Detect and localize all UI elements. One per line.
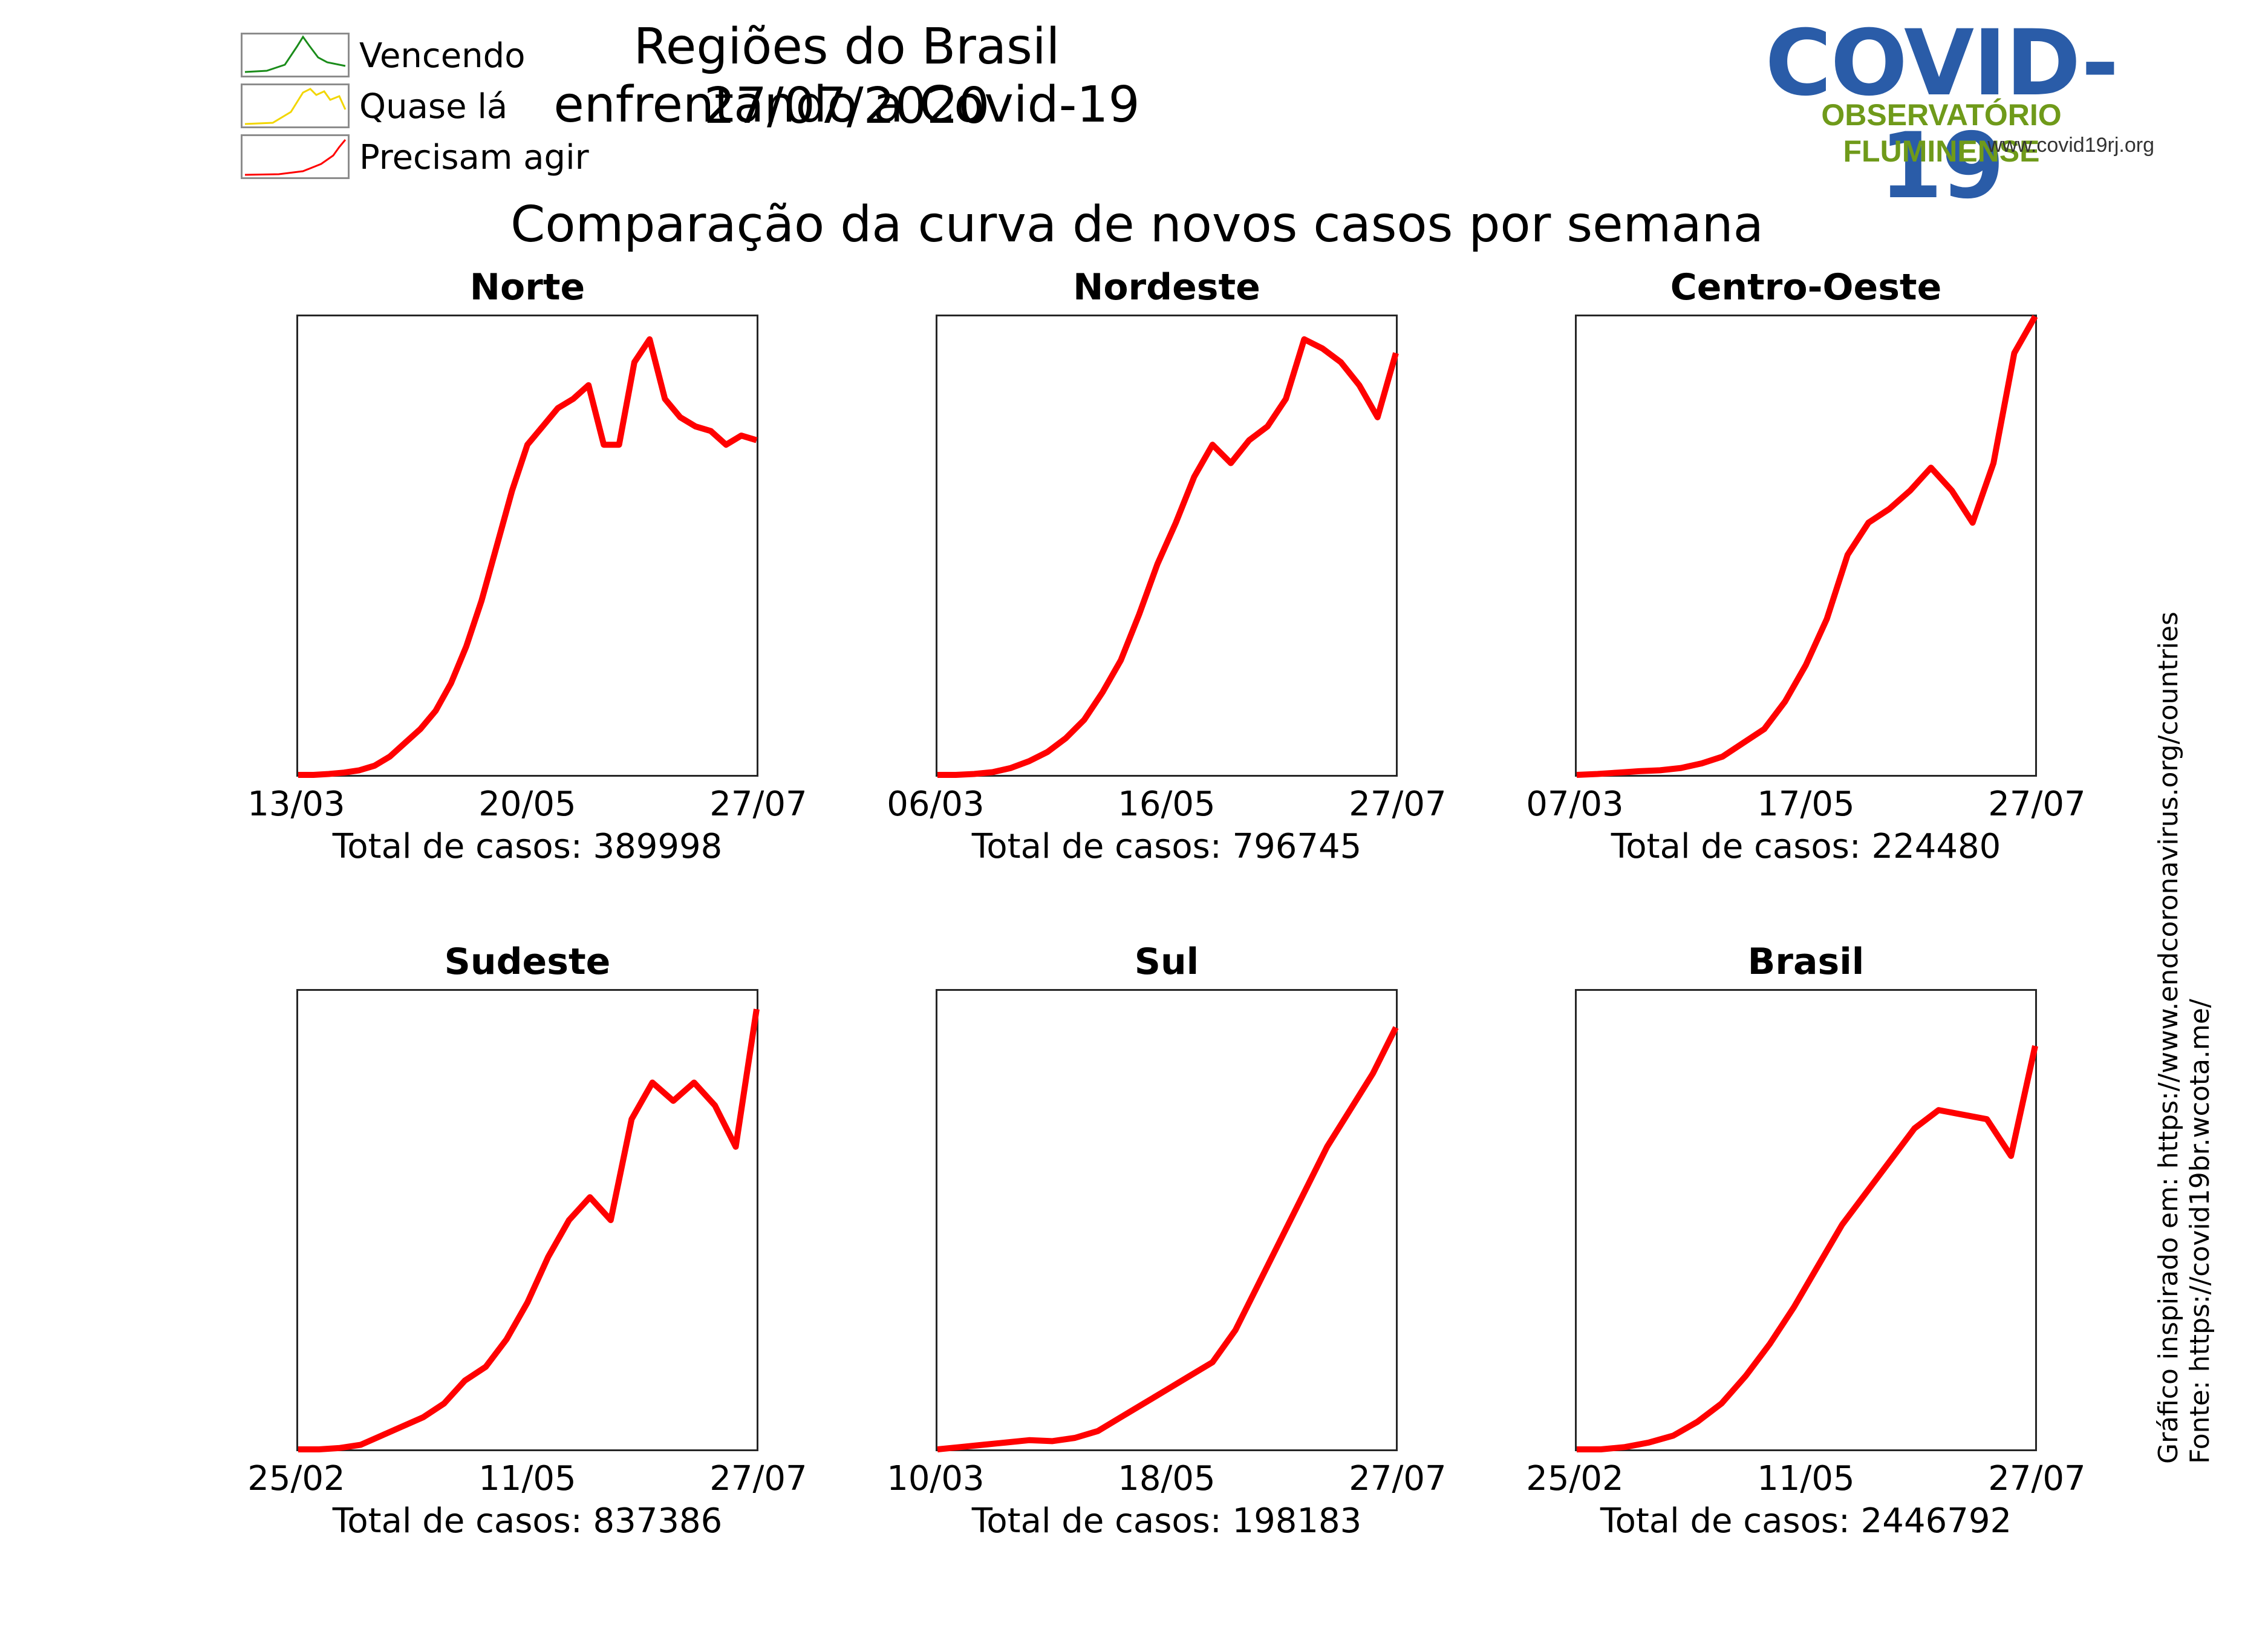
x-tick-label-centro-oeste-0: 07/03: [1526, 785, 1624, 824]
side-note-source: Fonte: https://covid19br.wcota.me/: [2185, 999, 2215, 1464]
plot-svg-sudeste: [298, 1008, 760, 1452]
legend-label-vencendo: Vencendo: [359, 36, 526, 76]
plot-svg-norte: [298, 336, 758, 778]
x-tick-label-nordeste-0: 06/03: [887, 785, 985, 824]
plot-area-centro-oeste: [1575, 315, 2037, 777]
x-tick-label-brasil-1: 11/05: [1757, 1459, 1855, 1498]
series-line-centro-oeste: [1576, 315, 2038, 778]
plot-svg-sul: [937, 1026, 1399, 1452]
legend-item-precisam-agir: Precisam agir: [241, 134, 604, 195]
plot-svg-nordeste: [937, 336, 1399, 778]
chart-title: Regiões do Brasil enfrentando a Covid-19: [553, 18, 1140, 134]
x-tick-label-sudeste-1: 11/05: [478, 1459, 576, 1498]
series-line-sul: [937, 1026, 1399, 1452]
legend-label-precisam-agir: Precisam agir: [359, 138, 589, 177]
panel-title-nordeste: Nordeste: [1073, 266, 1260, 309]
legend-item-vencendo: Vencendo: [241, 33, 604, 93]
x-tick-label-norte-1: 20/05: [478, 785, 576, 824]
x-tick-label-sudeste-0: 25/02: [247, 1459, 345, 1498]
legend-swatch-precisam-agir: [241, 134, 350, 179]
side-notes: Gráfico inspirado em: https://www.endcor…: [2153, 612, 2226, 1464]
total-cases-brasil: Total de casos: 2446792: [1600, 1501, 2012, 1541]
x-tick-label-centro-oeste-1: 17/05: [1757, 785, 1855, 824]
x-tick-label-brasil-0: 25/02: [1526, 1459, 1624, 1498]
plot-svg-centro-oeste: [1576, 315, 2038, 778]
plot-area-sul: [936, 989, 1398, 1451]
panel-title-centro-oeste: Centro-Oeste: [1670, 266, 1942, 309]
logo: COVID-19 OBSERVATÓRIO FLUMINENSE www.cov…: [1724, 12, 2159, 218]
legend-yellow-curve-icon: [244, 88, 347, 125]
series-line-nordeste: [937, 336, 1399, 778]
x-tick-label-sudeste-2: 27/07: [709, 1459, 807, 1498]
plot-svg-brasil: [1577, 1045, 2038, 1452]
total-cases-centro-oeste: Total de casos: 224480: [1611, 827, 2001, 866]
legend-red-curve-icon: [244, 139, 347, 176]
series-line-brasil: [1577, 1045, 2038, 1452]
chart-date: 27/07/2020: [703, 77, 990, 135]
total-cases-sul: Total de casos: 198183: [971, 1501, 1362, 1541]
plot-area-brasil: [1575, 989, 2037, 1451]
plot-area-sudeste: [296, 989, 758, 1451]
panel-title-norte: Norte: [469, 266, 585, 309]
x-tick-label-norte-2: 27/07: [709, 785, 807, 824]
panel-title-sul: Sul: [1134, 941, 1199, 983]
plot-area-norte: [296, 315, 758, 777]
x-tick-label-sul-1: 18/05: [1118, 1459, 1216, 1498]
logo-title: COVID-19: [1765, 11, 2119, 219]
total-cases-nordeste: Total de casos: 796745: [971, 827, 1362, 866]
panel-title-brasil: Brasil: [1747, 941, 1865, 983]
logo-url: www.covid19rj.org: [1987, 134, 2154, 157]
total-cases-sudeste: Total de casos: 837386: [332, 1501, 723, 1541]
chart-subtitle: Comparação da curva de novos casos por s…: [510, 196, 1764, 253]
logo-subtitle: OBSERVATÓRIO FLUMINENSE: [1821, 98, 2062, 168]
x-tick-label-sul-2: 27/07: [1349, 1459, 1447, 1498]
x-tick-label-centro-oeste-2: 27/07: [1988, 785, 2086, 824]
legend-swatch-quase-la: [241, 83, 350, 128]
legend-label-quase-la: Quase lá: [359, 87, 508, 126]
x-tick-label-sul-0: 10/03: [887, 1459, 985, 1498]
x-tick-label-brasil-2: 27/07: [1988, 1459, 2086, 1498]
x-tick-label-nordeste-1: 16/05: [1118, 785, 1216, 824]
panel-title-sudeste: Sudeste: [444, 941, 611, 983]
x-tick-label-nordeste-2: 27/07: [1349, 785, 1447, 824]
series-line-sudeste: [298, 1008, 760, 1452]
legend-swatch-vencendo: [241, 33, 350, 77]
side-note-inspiration: Gráfico inspirado em: https://www.endcor…: [2153, 612, 2184, 1464]
series-line-norte: [298, 336, 758, 778]
legend-item-quase-la: Quase lá: [241, 83, 604, 144]
x-tick-label-norte-0: 13/03: [247, 785, 345, 824]
total-cases-norte: Total de casos: 389998: [332, 827, 723, 866]
legend-green-curve-icon: [244, 35, 346, 73]
